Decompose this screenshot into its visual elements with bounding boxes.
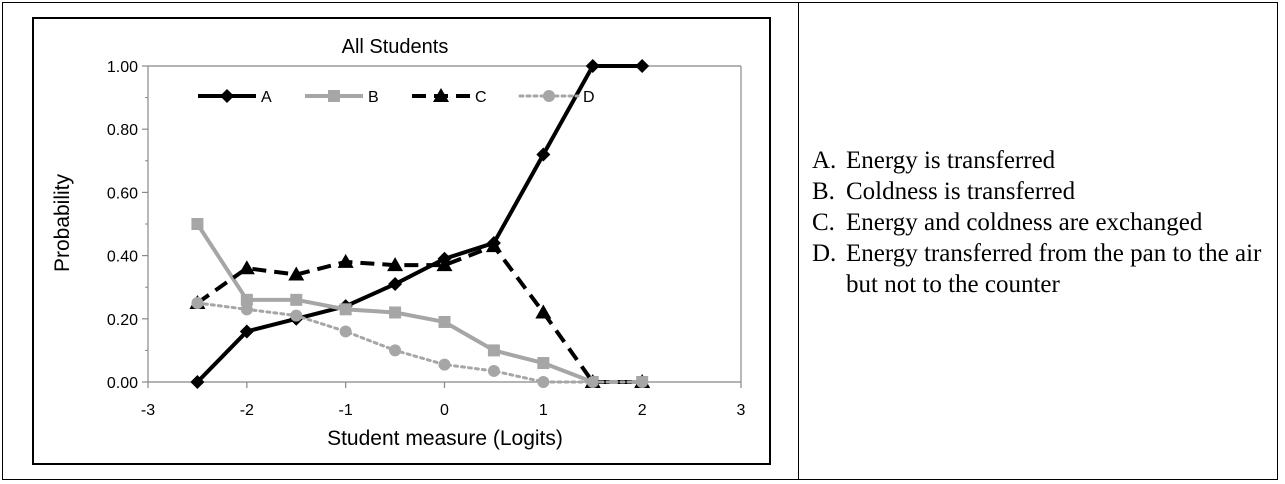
data-point [191,297,204,309]
legend-label-C: C [475,89,487,106]
answer-option-text: Coldness is transferred [846,178,1076,205]
data-point [487,344,500,357]
series-C [189,238,651,388]
x-tick-label: 0 [440,402,449,419]
y-tick-label: 0.40 [107,249,138,266]
legend-label-B: B [368,89,379,106]
x-tick-label: -1 [339,402,353,419]
legend-label-D: D [583,89,595,106]
data-point [339,303,352,316]
answer-option: B. Coldness is transferred [812,176,1272,207]
y-tick-label: 1.00 [107,59,138,76]
data-point [239,324,254,339]
answer-options: A. Energy is transferred B. Coldness is tra… [812,145,1272,300]
answer-option-text: Energy and coldness are exchanged [846,209,1203,236]
legend-marker-D [543,90,555,102]
answer-option-letter: D. [812,240,837,267]
legend: A B C D [198,88,595,106]
data-point [339,325,352,338]
data-point [191,218,204,230]
y-axis-label: Probability [51,173,74,272]
answer-option-text: Energy is transferred [846,147,1056,174]
legend-label-A: A [261,89,272,106]
x-tick-label: 3 [737,402,746,419]
y-tick-label: 0.20 [107,312,138,329]
data-point [635,59,650,73]
x-tick-label: 2 [638,402,647,419]
answer-option: C. Energy and coldness are exchanged [812,207,1272,238]
data-point [436,257,453,272]
answer-option: A. Energy is transferred [812,145,1272,176]
data-point [485,238,502,253]
answer-option-letter: A. [812,147,837,174]
table-divider [798,2,799,480]
series-A [190,59,650,389]
answer-option-text: Energy transferred from the pan to the a… [846,240,1262,298]
legend-marker-B [328,90,340,102]
y-tick-label: 0.60 [107,185,138,202]
y-tick-label: 0.80 [107,122,138,139]
data-point [586,376,599,388]
answer-option-letter: C. [812,209,835,236]
data-point [388,277,403,292]
data-point [240,293,253,306]
data-point [290,309,303,322]
y-tick-label: 0.00 [107,375,138,392]
answer-option: D. Energy transferred from the pan to the… [812,238,1272,300]
data-point [240,303,253,316]
data-point [535,304,552,319]
legend-marker-A [220,89,234,103]
series-line-C [196,244,643,384]
data-point [537,357,550,370]
chart-frame [32,17,771,465]
series-line-A [195,64,643,384]
chart-title: All Students [342,36,449,58]
series-D [191,297,649,388]
answer-option-letter: B. [812,178,835,205]
x-tick-label: -3 [141,402,155,419]
data-point [438,358,451,371]
data-point [337,253,354,268]
data-point [389,306,402,319]
data-point [585,59,600,73]
data-point [537,376,550,388]
data-point [487,364,500,377]
data-point [636,376,649,388]
data-point [389,344,402,357]
data-point [288,266,305,281]
series-line-B [195,222,643,384]
series-B [191,218,649,388]
x-axis-label: Student measure (Logits) [327,427,563,450]
x-tick-label: -2 [240,402,254,419]
probability-chart: All Students Probability Student measure… [32,17,771,465]
data-point [387,257,404,272]
data-point [290,293,303,306]
series-line-D [195,301,644,384]
data-point [438,315,451,328]
data-point [536,147,551,162]
data-point [238,260,255,275]
data-point [190,375,205,389]
axes: 0.00 0.20 0.40 0.60 0.80 1.00 -3 -2 -1 0 1 2 3 [107,59,746,419]
series-lines [189,59,651,389]
legend-marker-C [433,88,449,102]
x-tick-label: 1 [539,402,548,419]
